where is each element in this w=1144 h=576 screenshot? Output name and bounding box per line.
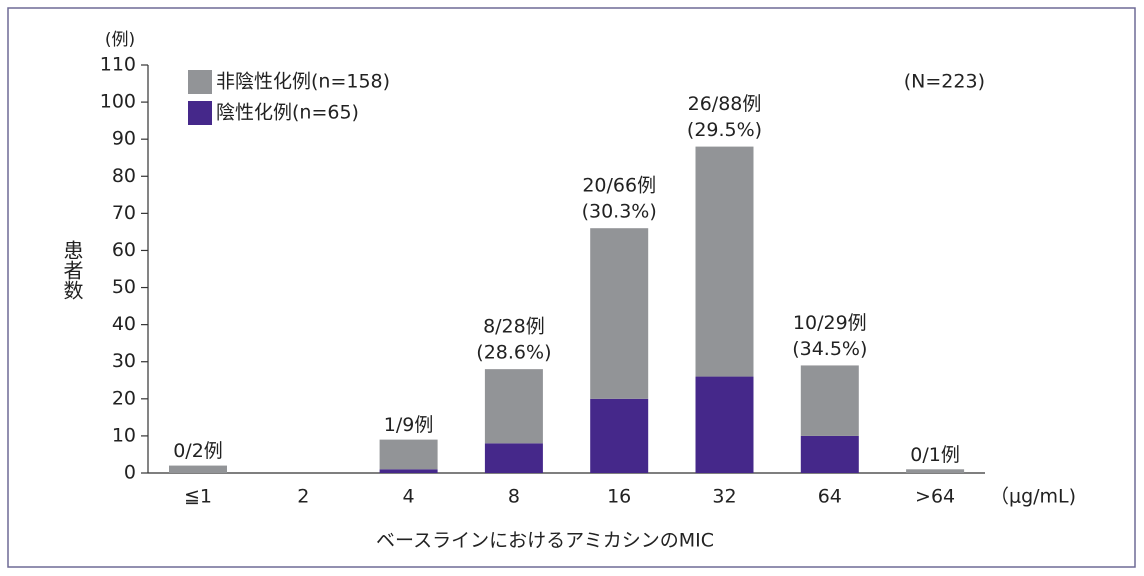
bar-annotation: 1/9例 (384, 414, 434, 436)
bar-segment (484, 369, 543, 444)
bar-segment (695, 146, 754, 377)
y-tick-label: 10 (112, 424, 136, 446)
y-axis-label: 患者数 (60, 240, 84, 300)
bar-annotation: 0/1例 (910, 444, 960, 466)
bar-segment (800, 435, 859, 473)
note: (N=223) (904, 71, 985, 93)
legend-swatch (188, 70, 212, 94)
y-tick-label: 30 (112, 350, 136, 372)
x-tick-label: 32 (712, 486, 736, 508)
bar-annotation: 20/66例 (582, 175, 656, 197)
y-tick-label: 60 (112, 239, 136, 261)
x-tick-label: 16 (607, 486, 631, 508)
y-tick-label: 0 (124, 462, 136, 484)
y-tick-label: 90 (112, 128, 136, 150)
bar-segment (484, 443, 543, 473)
y-tick-label: 70 (112, 202, 136, 224)
x-tick-label: 4 (403, 486, 415, 508)
y-tick-label: 20 (112, 387, 136, 409)
y-unit: (例) (105, 30, 135, 50)
bar-segment (379, 439, 438, 470)
x-unit: （μg/mL) (990, 486, 1076, 508)
bar-annotation: 0/2例 (173, 440, 223, 462)
x-tick-label: ≦1 (184, 486, 212, 508)
bar-segment (906, 469, 965, 473)
bar-annotation-pct: (28.6%) (476, 342, 551, 364)
bar-segment (169, 465, 227, 473)
y-tick-label: 110 (100, 54, 136, 76)
bar-annotation: 26/88例 (688, 93, 762, 115)
y-tick-label: 50 (112, 276, 136, 298)
bar-segment (695, 376, 754, 473)
x-axis-label: ベースラインにおけるアミカシンのMIC (376, 530, 714, 552)
bar-segment (590, 398, 649, 473)
x-tick-label: 8 (508, 486, 520, 508)
legend-label: 非陰性化例(n=158) (216, 71, 390, 93)
bar-annotation-pct: (30.3%) (582, 201, 657, 223)
bar-annotation: 8/28例 (483, 316, 545, 338)
x-tick-label: >64 (915, 486, 955, 508)
bar-annotation: 10/29例 (793, 312, 867, 334)
legend-swatch (188, 101, 212, 125)
bar-segment (800, 365, 859, 436)
x-tick-label: 64 (818, 486, 842, 508)
y-tick-label: 40 (112, 313, 136, 335)
y-tick-label: 80 (112, 165, 136, 187)
bar-segment (379, 469, 438, 473)
bar-annotation-pct: (29.5%) (687, 119, 762, 141)
bar-segment (590, 228, 649, 399)
legend-label: 陰性化例(n=65) (216, 102, 359, 124)
bar-annotation-pct: (34.5%) (792, 338, 867, 360)
y-tick-label: 100 (100, 91, 136, 113)
x-tick-label: 2 (297, 486, 309, 508)
